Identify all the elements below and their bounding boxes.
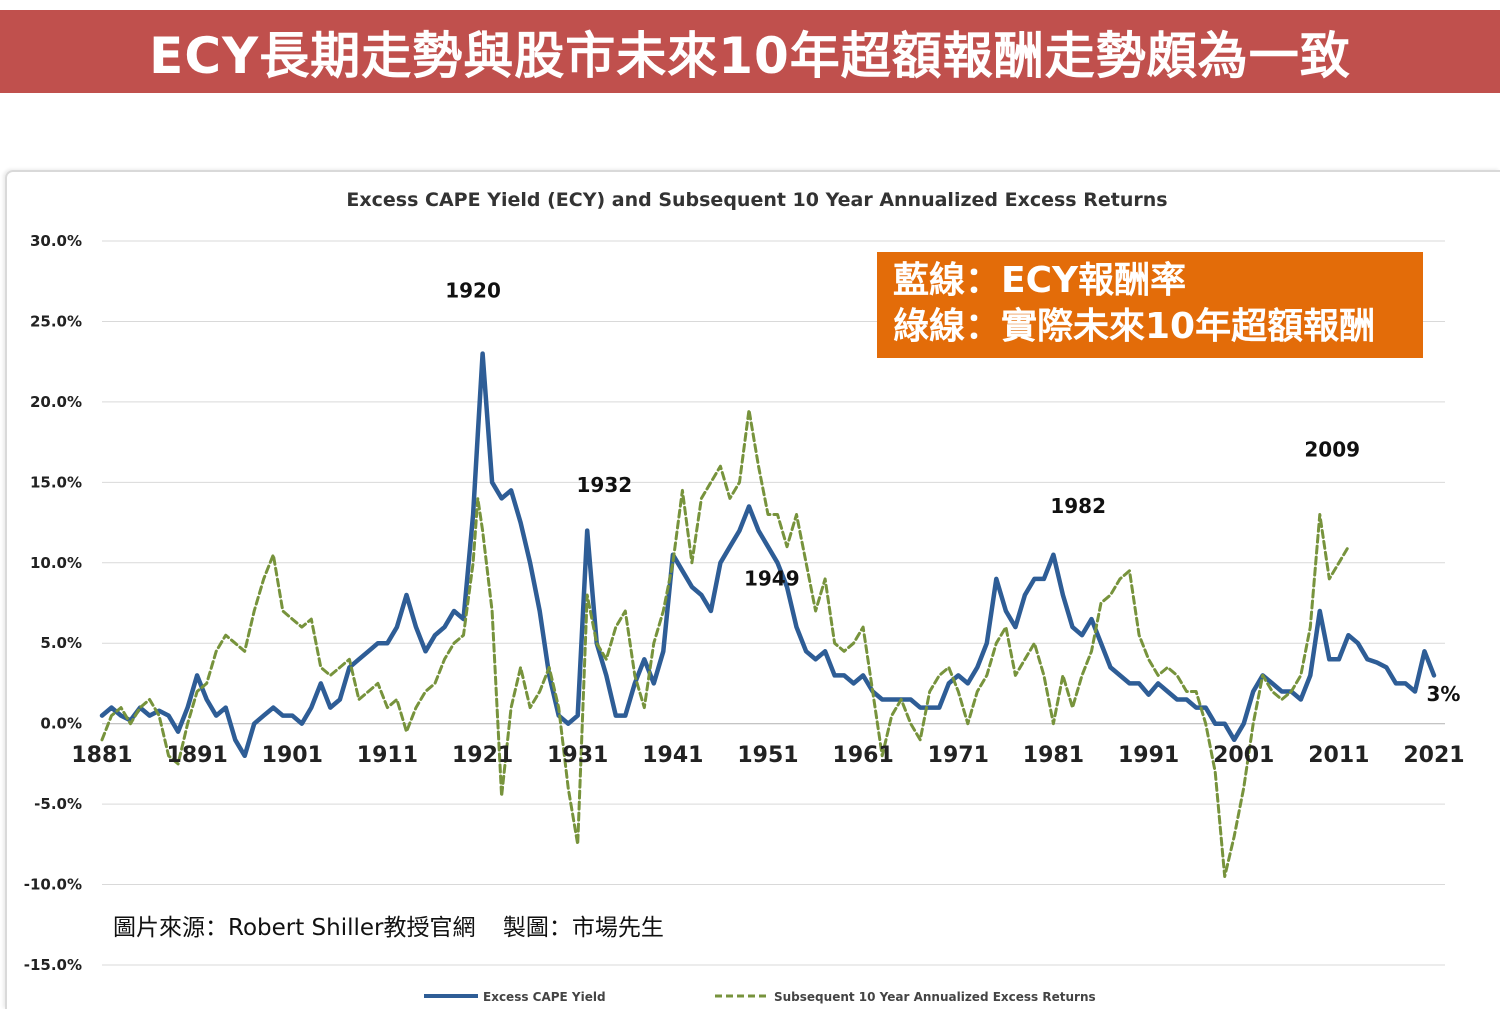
source-note: 圖片來源：Robert Shiller教授官網 製圖：市場先生 bbox=[113, 908, 684, 942]
x-tick-label: 1901 bbox=[262, 743, 323, 768]
x-tick-label: 1951 bbox=[737, 743, 798, 768]
chart-maker-text: 製圖：市場先生 bbox=[502, 915, 664, 941]
annotation-label: 1920 bbox=[445, 278, 501, 302]
series-excess-returns-line bbox=[100, 408, 1350, 878]
title-banner: ECY長期走勢與股市未來10年超額報酬走勢頗為一致 bbox=[0, 10, 1500, 93]
legend-label-returns: Subsequent 10 Year Annualized Excess Ret… bbox=[774, 990, 1096, 1004]
callout-blue-line-label: 藍線：ECY報酬率 bbox=[893, 260, 1187, 301]
x-tick-label: 2011 bbox=[1308, 743, 1369, 768]
x-tick-label: 1891 bbox=[167, 743, 228, 768]
image-source-text: 圖片來源：Robert Shiller教授官網 bbox=[113, 915, 476, 941]
annotation-label: 1982 bbox=[1050, 494, 1106, 518]
y-tick-label: 15.0% bbox=[30, 473, 82, 491]
banner-title: ECY長期走勢與股市未來10年超額報酬走勢頗為一致 bbox=[149, 26, 1351, 85]
x-tick-label: 1961 bbox=[833, 743, 894, 768]
y-tick-label: 10.0% bbox=[30, 554, 82, 572]
x-tick-label: 1881 bbox=[71, 743, 132, 768]
y-tick-label: -15.0% bbox=[24, 956, 82, 974]
y-tick-label: -10.0% bbox=[24, 876, 82, 894]
callout-green-line-label: 綠線：實際未來10年超額報酬 bbox=[893, 306, 1376, 347]
annotation-label: 1932 bbox=[577, 473, 633, 497]
legend-label-ecy: Excess CAPE Yield bbox=[483, 990, 606, 1004]
x-tick-label: 1991 bbox=[1118, 743, 1179, 768]
y-tick-label: 20.0% bbox=[30, 393, 82, 411]
x-tick-label: 1921 bbox=[452, 743, 513, 768]
chart-panel bbox=[5, 170, 1500, 1009]
x-tick-label: 1981 bbox=[1023, 743, 1084, 768]
x-tick-label: 1941 bbox=[642, 743, 703, 768]
x-tick-label: 2021 bbox=[1403, 743, 1464, 768]
x-tick-label: 1911 bbox=[357, 743, 418, 768]
y-tick-label: 0.0% bbox=[40, 715, 82, 733]
chart-title: Excess CAPE Yield (ECY) and Subsequent 1… bbox=[346, 189, 1167, 211]
y-tick-label: 30.0% bbox=[30, 232, 82, 250]
annotation-label: 1949 bbox=[744, 566, 800, 590]
legend-callout: 藍線：ECY報酬率 綠線：實際未來10年超額報酬 bbox=[877, 252, 1423, 358]
y-tick-label: 25.0% bbox=[30, 312, 82, 330]
x-tick-label: 2001 bbox=[1213, 743, 1274, 768]
y-tick-label: -5.0% bbox=[34, 795, 82, 813]
x-tick-label: 1931 bbox=[547, 743, 608, 768]
annotation-label: 3% bbox=[1427, 682, 1461, 706]
y-tick-label: 5.0% bbox=[40, 634, 82, 652]
x-tick-label: 1971 bbox=[928, 743, 989, 768]
annotation-label: 2009 bbox=[1304, 438, 1360, 462]
series-ecy-line bbox=[99, 351, 1437, 759]
